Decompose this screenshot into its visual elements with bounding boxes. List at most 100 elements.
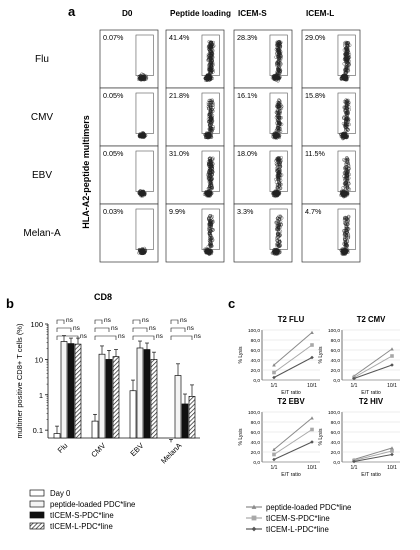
panel-a-ylabel: HLA-A2-peptide multimers: [81, 115, 91, 229]
legend-swatch: [29, 500, 45, 508]
legend-label: peptide-loaded PDC*line: [266, 503, 351, 512]
event-dot: [277, 104, 282, 108]
event-dot: [141, 190, 146, 194]
row-label: EBV: [32, 170, 52, 181]
y-axis-label: % Lysis: [238, 346, 244, 364]
event-dot: [343, 42, 347, 46]
row-label: Flu: [35, 54, 49, 65]
flow-plot: 21.8%: [165, 87, 225, 147]
significance-bracket: [94, 335, 117, 340]
event-dot: [278, 117, 282, 121]
plot-frame: [165, 145, 225, 205]
event-dot: [277, 135, 281, 140]
column-header: Peptide loading: [170, 9, 231, 18]
chart-title: T2 EBV: [277, 397, 305, 406]
event-dot: [207, 127, 212, 131]
x-axis-label: E/T ratio: [281, 390, 301, 396]
panel-a-xlabel: CD8: [94, 292, 112, 302]
event-dot: [210, 44, 214, 49]
event-dot: [206, 76, 210, 80]
event-dot: [344, 57, 348, 61]
event-dot: [210, 128, 214, 133]
event-dot: [279, 40, 283, 45]
gate-percentage: 21.8%: [169, 91, 190, 100]
y-tick-label: 20,0: [331, 368, 341, 374]
event-dot: [209, 101, 213, 105]
event-dot: [345, 66, 349, 71]
event-dot: [210, 54, 214, 59]
significance-bracket: [56, 319, 65, 324]
y-tick-label: 100,0: [248, 410, 260, 416]
triangle-marker: [390, 347, 394, 351]
event-dot: [209, 129, 214, 133]
significance-bracket: [132, 335, 155, 340]
event-dot: [209, 163, 213, 167]
significance-label: ns: [73, 325, 81, 332]
y-tick-label: 40,0: [251, 358, 261, 364]
x-axis-label: E/T ratio: [361, 390, 381, 396]
triangle-marker: [310, 416, 314, 420]
event-dot: [347, 63, 351, 67]
bar: [74, 343, 82, 439]
event-dot: [277, 65, 281, 70]
event-dot: [277, 101, 281, 105]
event-dot: [343, 125, 348, 129]
square-marker: [272, 370, 276, 375]
event-dot: [344, 106, 348, 110]
event-dot: [345, 41, 349, 46]
event-dot: [139, 135, 143, 139]
event-dot: [276, 76, 280, 80]
event-dot: [345, 65, 349, 70]
event-dot: [137, 190, 141, 194]
event-dot: [209, 76, 213, 80]
event-dot: [209, 115, 213, 119]
y-tick-label: 60,0: [331, 348, 341, 354]
event-dot: [208, 52, 213, 56]
chart-title: T2 CMV: [357, 315, 386, 324]
triangle-marker: [310, 330, 314, 334]
flow-plot: 16.1%: [233, 87, 293, 147]
event-dot: [209, 106, 213, 110]
y-tick-label: 80,0: [251, 338, 261, 344]
event-dot: [346, 128, 350, 132]
x-tick-label: 1/1: [351, 383, 358, 389]
gate-percentage: 0.03%: [103, 207, 124, 216]
event-dot: [143, 191, 147, 195]
y-tick-label: 80,0: [331, 338, 341, 344]
event-dot: [277, 63, 281, 67]
legend-label: peptide-loaded PDC*line: [50, 500, 135, 509]
bar: [98, 353, 106, 439]
bar: [181, 403, 189, 439]
event-dot: [277, 59, 281, 63]
significance-label: ns: [80, 333, 88, 340]
event-dot: [343, 71, 347, 75]
square-marker: [390, 449, 394, 453]
event-dot: [208, 129, 212, 133]
event-dot: [275, 104, 279, 108]
event-dot: [208, 160, 213, 164]
category-label: CMV: [89, 441, 107, 459]
event-dot: [206, 134, 210, 138]
event-dot: [209, 66, 213, 71]
bar: [60, 341, 68, 439]
event-dot: [206, 102, 211, 107]
event-dot: [211, 109, 215, 113]
gate-box: [135, 34, 154, 76]
panel-c-legend: peptide-loaded PDC*line tICEM-S-PDC*line t…: [246, 503, 351, 534]
gate-percentage: 0.07%: [103, 33, 124, 42]
event-dot: [343, 109, 347, 113]
event-dot: [346, 111, 350, 116]
flow-plot: 31.0%: [165, 145, 225, 205]
event-dot: [208, 175, 212, 180]
event-dot: [277, 121, 282, 125]
event-dot: [275, 75, 279, 79]
event-dot: [209, 183, 213, 187]
event-dot: [343, 75, 347, 79]
flow-plot: 28.3%: [233, 29, 293, 89]
event-dot: [207, 46, 212, 50]
bar: [136, 347, 144, 439]
significance-bracket: [94, 319, 103, 324]
gate-percentage: 3.3%: [237, 207, 254, 216]
flow-plot: 18.0%: [233, 145, 293, 205]
panel-c-letter: c: [228, 296, 235, 311]
